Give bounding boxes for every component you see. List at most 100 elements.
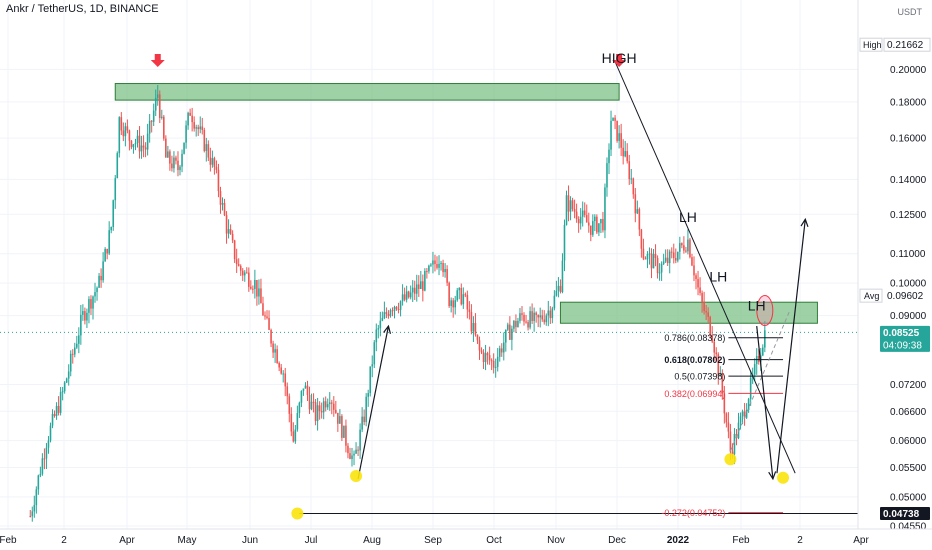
candle-body <box>122 130 125 137</box>
high-value-bg <box>883 37 931 52</box>
candle-body <box>353 453 355 456</box>
candle-body <box>614 117 616 121</box>
candle-body <box>300 390 303 403</box>
candle-body <box>602 219 604 231</box>
candle-body <box>112 200 115 227</box>
candle-body <box>656 257 659 273</box>
candles <box>29 85 766 522</box>
candle-body <box>71 353 74 355</box>
candle-body <box>749 377 752 400</box>
candle-body <box>94 292 96 297</box>
candle-body <box>474 322 477 335</box>
candle-body <box>689 239 691 258</box>
candle-body <box>741 411 744 417</box>
candle-body <box>104 248 106 262</box>
candle-body <box>270 329 272 344</box>
candle-body <box>417 284 420 289</box>
recovery-arrow <box>357 325 390 480</box>
candle-body <box>225 215 228 234</box>
fib-level-label: 0.5(0.07398) <box>674 372 725 382</box>
annotation-label: HIGH <box>602 50 637 66</box>
candle-body <box>711 335 714 342</box>
candle-body <box>488 355 491 361</box>
candle-body <box>559 285 562 292</box>
candle-body <box>337 412 339 424</box>
candle-body <box>80 314 82 336</box>
candle-body <box>533 312 535 322</box>
candle-body <box>266 316 268 318</box>
candle-body <box>691 257 693 266</box>
candle-body <box>547 310 550 316</box>
x-tick-label: Apr <box>119 535 135 546</box>
candle-body <box>434 260 436 265</box>
candle-body <box>359 429 361 451</box>
candle-body <box>626 151 629 162</box>
candle-body <box>55 405 58 417</box>
candle-body <box>282 373 285 375</box>
candle-body <box>709 316 711 336</box>
candle-body <box>45 447 48 459</box>
unit-label: USDT <box>897 7 923 17</box>
candle-body <box>438 263 440 268</box>
candle-body <box>729 431 732 452</box>
candle-body <box>82 311 84 315</box>
candle-body <box>683 245 685 251</box>
candle-body <box>120 117 123 131</box>
candle-body <box>693 265 695 276</box>
candle-body <box>555 290 558 296</box>
candle-body <box>424 271 426 291</box>
candle-body <box>707 312 709 317</box>
candle-body <box>543 319 546 323</box>
time-axis[interactable]: Feb 2 Apr May Jun Jul Aug Sep Oct Nov Dec 2022 Feb 2 A… <box>0 535 869 546</box>
candle-body <box>73 347 76 355</box>
candle-body <box>589 225 592 235</box>
candle-body <box>444 268 446 273</box>
candle-body <box>513 320 515 329</box>
price-axis[interactable]: 0.20000 0.18000 0.16000 0.14000 0.12500 0.110… <box>859 37 931 533</box>
x-tick-label: Nov <box>547 535 565 546</box>
candle-body <box>136 135 139 143</box>
y-tick-label: 0.06600 <box>890 407 927 418</box>
candle-body <box>436 264 438 268</box>
high-label: High <box>863 40 882 50</box>
candle-body <box>672 252 675 259</box>
candle-body <box>685 250 687 252</box>
candle-body <box>156 94 159 98</box>
candle-body <box>502 342 505 353</box>
candle-body <box>110 226 113 231</box>
candle-body <box>557 285 560 291</box>
candle-body <box>51 413 54 426</box>
rebound-arrow <box>776 219 806 474</box>
candle-body <box>207 144 210 158</box>
candle-body <box>195 127 197 129</box>
candle-body <box>705 310 707 313</box>
y-tick-label: 0.09000 <box>890 311 927 322</box>
candle-body <box>173 157 175 169</box>
candle-body <box>320 411 323 413</box>
candle-body <box>260 288 262 304</box>
candle-body <box>318 405 321 412</box>
y-tick-label: 0.14000 <box>890 175 927 186</box>
candle-body <box>205 144 208 151</box>
candle-body <box>316 405 319 422</box>
candle-body <box>312 401 315 403</box>
candle-body <box>280 367 282 374</box>
x-tick-label: Apr <box>853 535 869 546</box>
candle-body <box>535 312 537 315</box>
candle-body <box>674 258 677 261</box>
x-tick-label: 2022 <box>667 535 690 546</box>
candle-body <box>403 294 406 300</box>
candle-body <box>59 392 62 413</box>
candle-body <box>328 402 331 405</box>
candle-body <box>389 310 392 317</box>
candle-body <box>387 314 390 317</box>
candle-body <box>132 144 135 148</box>
candle-body <box>229 229 232 234</box>
candle-body <box>256 279 258 297</box>
candle-body <box>377 328 380 330</box>
swing-low-marker <box>291 507 304 520</box>
candle-body <box>642 248 645 259</box>
candle-body <box>440 263 442 265</box>
candle-body <box>118 117 121 154</box>
